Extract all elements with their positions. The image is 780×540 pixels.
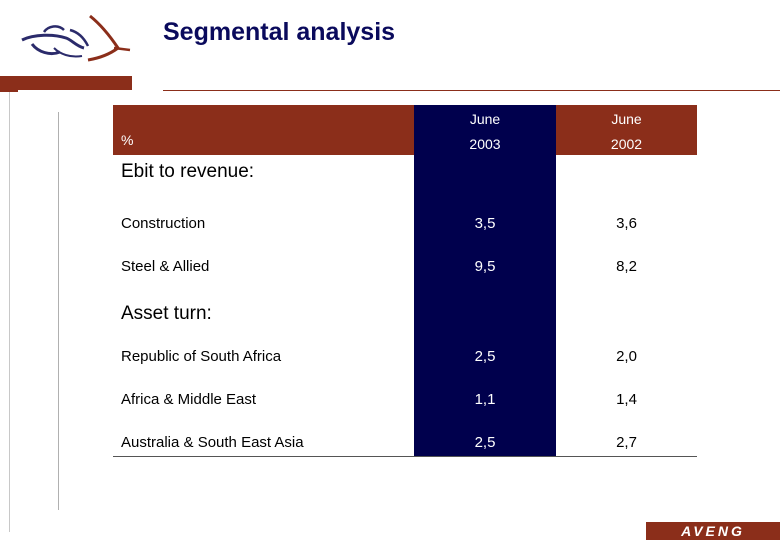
cell-value: 2,7 xyxy=(616,434,637,451)
footer-brand-bar: AVENG xyxy=(646,522,780,540)
cell-value: 2,0 xyxy=(616,348,637,365)
section-heading: Asset turn: xyxy=(121,303,212,324)
row-label: Republic of South Africa xyxy=(121,348,282,365)
highlight-column xyxy=(414,105,556,457)
aveng-logo-icon xyxy=(21,14,131,62)
page-title: Segmental analysis xyxy=(163,18,396,46)
accent-bar xyxy=(0,76,132,90)
title-rule xyxy=(163,90,780,91)
table-header-band xyxy=(113,105,697,155)
cell-value: 8,2 xyxy=(616,258,637,275)
cell-value: 2,5 xyxy=(474,434,496,451)
column-header-month: June xyxy=(611,111,642,127)
frame-line xyxy=(9,92,10,532)
row-label: Construction xyxy=(121,215,206,232)
table-bottom-rule xyxy=(113,456,697,457)
brand-wordmark: AVENG xyxy=(681,523,745,539)
unit-label: % xyxy=(121,132,134,148)
accent-bar-edge xyxy=(0,90,18,92)
cell-value: 9,5 xyxy=(474,258,496,275)
column-header-year: 2003 xyxy=(469,136,501,152)
cell-value: 2,5 xyxy=(474,348,496,365)
row-label: Steel & Allied xyxy=(121,258,210,275)
frame-line-inner xyxy=(58,112,59,510)
cell-value: 3,5 xyxy=(474,215,496,232)
column-header-year: 2002 xyxy=(610,136,643,152)
cell-value: 3,6 xyxy=(616,215,637,232)
cell-value: 1,4 xyxy=(616,391,637,408)
section-heading: Ebit to revenue: xyxy=(121,161,255,182)
cell-value: 1,1 xyxy=(474,391,496,408)
row-label: Africa & Middle East xyxy=(121,391,257,408)
row-label: Australia & South East Asia xyxy=(121,434,304,451)
column-header-month: June xyxy=(469,111,501,127)
